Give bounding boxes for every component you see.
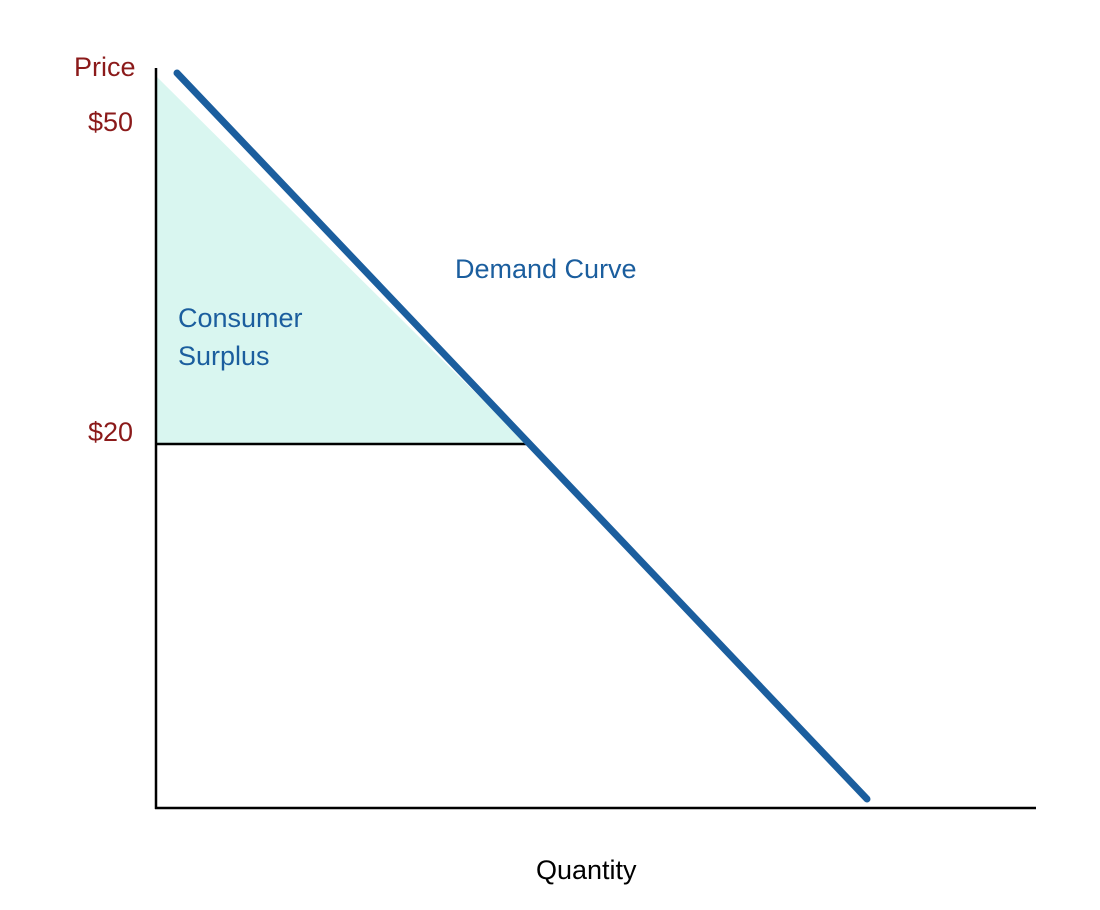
quantity-axis-label: Quantity [536, 855, 637, 885]
consumer-surplus-label-line2: Surplus [178, 341, 270, 371]
demand-curve-label: Demand Curve [455, 254, 637, 284]
consumer-surplus-region [157, 77, 527, 444]
price-axis-label: Price [74, 52, 136, 82]
price-20-tick-label: $20 [88, 417, 133, 447]
demand-curve-line [173, 69, 871, 803]
price-50-tick-label: $50 [88, 107, 133, 137]
consumer-surplus-label-line1: Consumer [178, 303, 303, 333]
